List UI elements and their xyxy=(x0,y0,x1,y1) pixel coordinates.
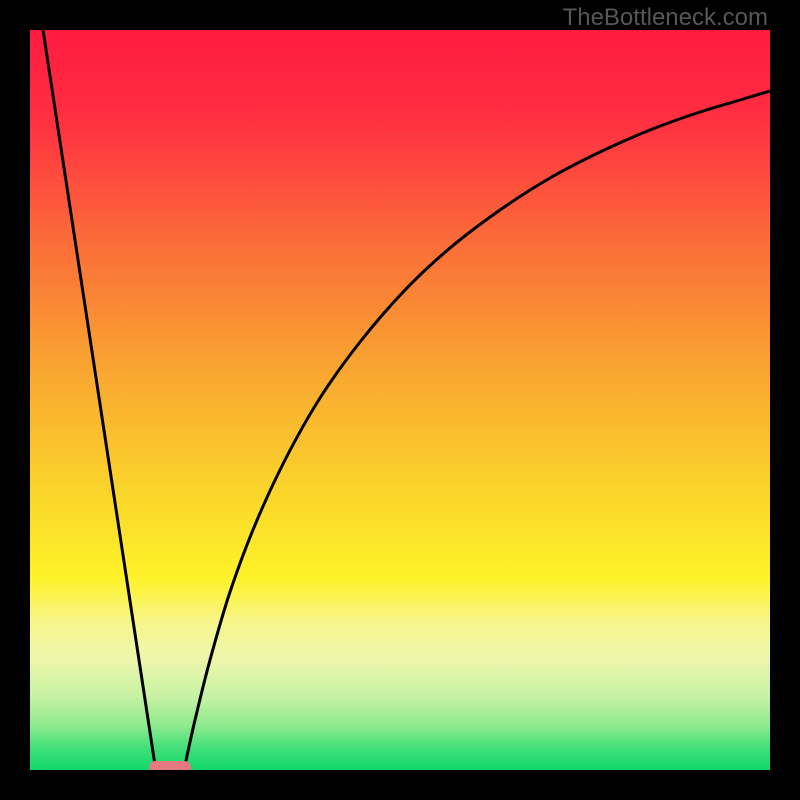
right-ascending-curve xyxy=(185,91,770,765)
watermark-text: TheBottleneck.com xyxy=(563,4,768,32)
chart-container: { "canvas": { "width": 800, "height": 80… xyxy=(0,0,800,800)
left-descending-line xyxy=(43,30,155,765)
minimum-marker xyxy=(149,761,191,771)
plot-area xyxy=(30,30,770,770)
curve-svg xyxy=(30,30,770,770)
